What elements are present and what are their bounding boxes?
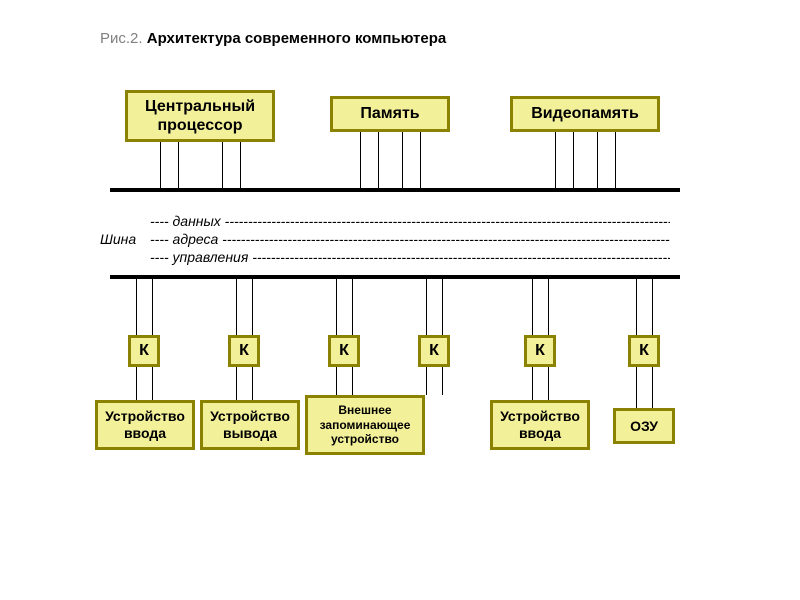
connector-line xyxy=(252,279,253,335)
connector-line xyxy=(636,367,637,408)
connector-line xyxy=(152,279,153,335)
top-box-1: Память xyxy=(330,96,450,132)
connector-line xyxy=(336,279,337,335)
connector-line xyxy=(352,279,353,335)
connector-line xyxy=(152,367,153,400)
figure-title: Архитектура современного компьютера xyxy=(147,30,447,47)
controller-box-4: К xyxy=(524,335,556,367)
connector-line xyxy=(136,279,137,335)
bus-sub-label: ---- адреса ----------------------------… xyxy=(150,231,670,247)
connector-line xyxy=(360,132,361,188)
connector-line xyxy=(352,367,353,395)
connector-line xyxy=(532,279,533,335)
device-box-4: ОЗУ xyxy=(613,408,675,444)
connector-line xyxy=(532,367,533,400)
connector-line xyxy=(442,279,443,335)
device-box-0: Устройство ввода xyxy=(95,400,195,450)
device-box-1: Устройство вывода xyxy=(200,400,300,450)
bus-line-bottom xyxy=(110,275,680,279)
bus-sub-label: ---- данных ----------------------------… xyxy=(150,213,670,229)
device-box-2: Внешнее запоминающее устройство xyxy=(305,395,425,455)
connector-line xyxy=(597,132,598,188)
connector-line xyxy=(178,142,179,188)
device-box-3: Устройство ввода xyxy=(490,400,590,450)
connector-line xyxy=(136,367,137,400)
connector-line xyxy=(555,132,556,188)
connector-line xyxy=(426,367,427,395)
figure-caption: Рис.2. Архитектура современного компьюте… xyxy=(100,30,446,47)
connector-line xyxy=(420,132,421,188)
connector-line xyxy=(252,367,253,400)
connector-line xyxy=(652,367,653,408)
connector-line xyxy=(402,132,403,188)
connector-line xyxy=(160,142,161,188)
connector-line xyxy=(236,279,237,335)
connector-line xyxy=(236,367,237,400)
top-box-2: Видеопамять xyxy=(510,96,660,132)
controller-box-2: К xyxy=(328,335,360,367)
connector-line xyxy=(548,367,549,400)
bus-label-word: Шина xyxy=(100,231,136,247)
connector-line xyxy=(426,279,427,335)
bus-line-top xyxy=(110,188,680,192)
connector-line xyxy=(636,279,637,335)
connector-line xyxy=(573,132,574,188)
controller-box-5: К xyxy=(628,335,660,367)
controller-box-3: К xyxy=(418,335,450,367)
connector-line xyxy=(378,132,379,188)
connector-line xyxy=(548,279,549,335)
controller-box-0: К xyxy=(128,335,160,367)
controller-box-1: К xyxy=(228,335,260,367)
connector-line xyxy=(336,367,337,395)
connector-line xyxy=(615,132,616,188)
connector-line xyxy=(442,367,443,395)
bus-sub-label: ---- управления ------------------------… xyxy=(150,249,670,265)
connector-line xyxy=(652,279,653,335)
figure-number: Рис.2. xyxy=(100,30,143,47)
connector-line xyxy=(240,142,241,188)
connector-line xyxy=(222,142,223,188)
top-box-0: Центральный процессор xyxy=(125,90,275,142)
